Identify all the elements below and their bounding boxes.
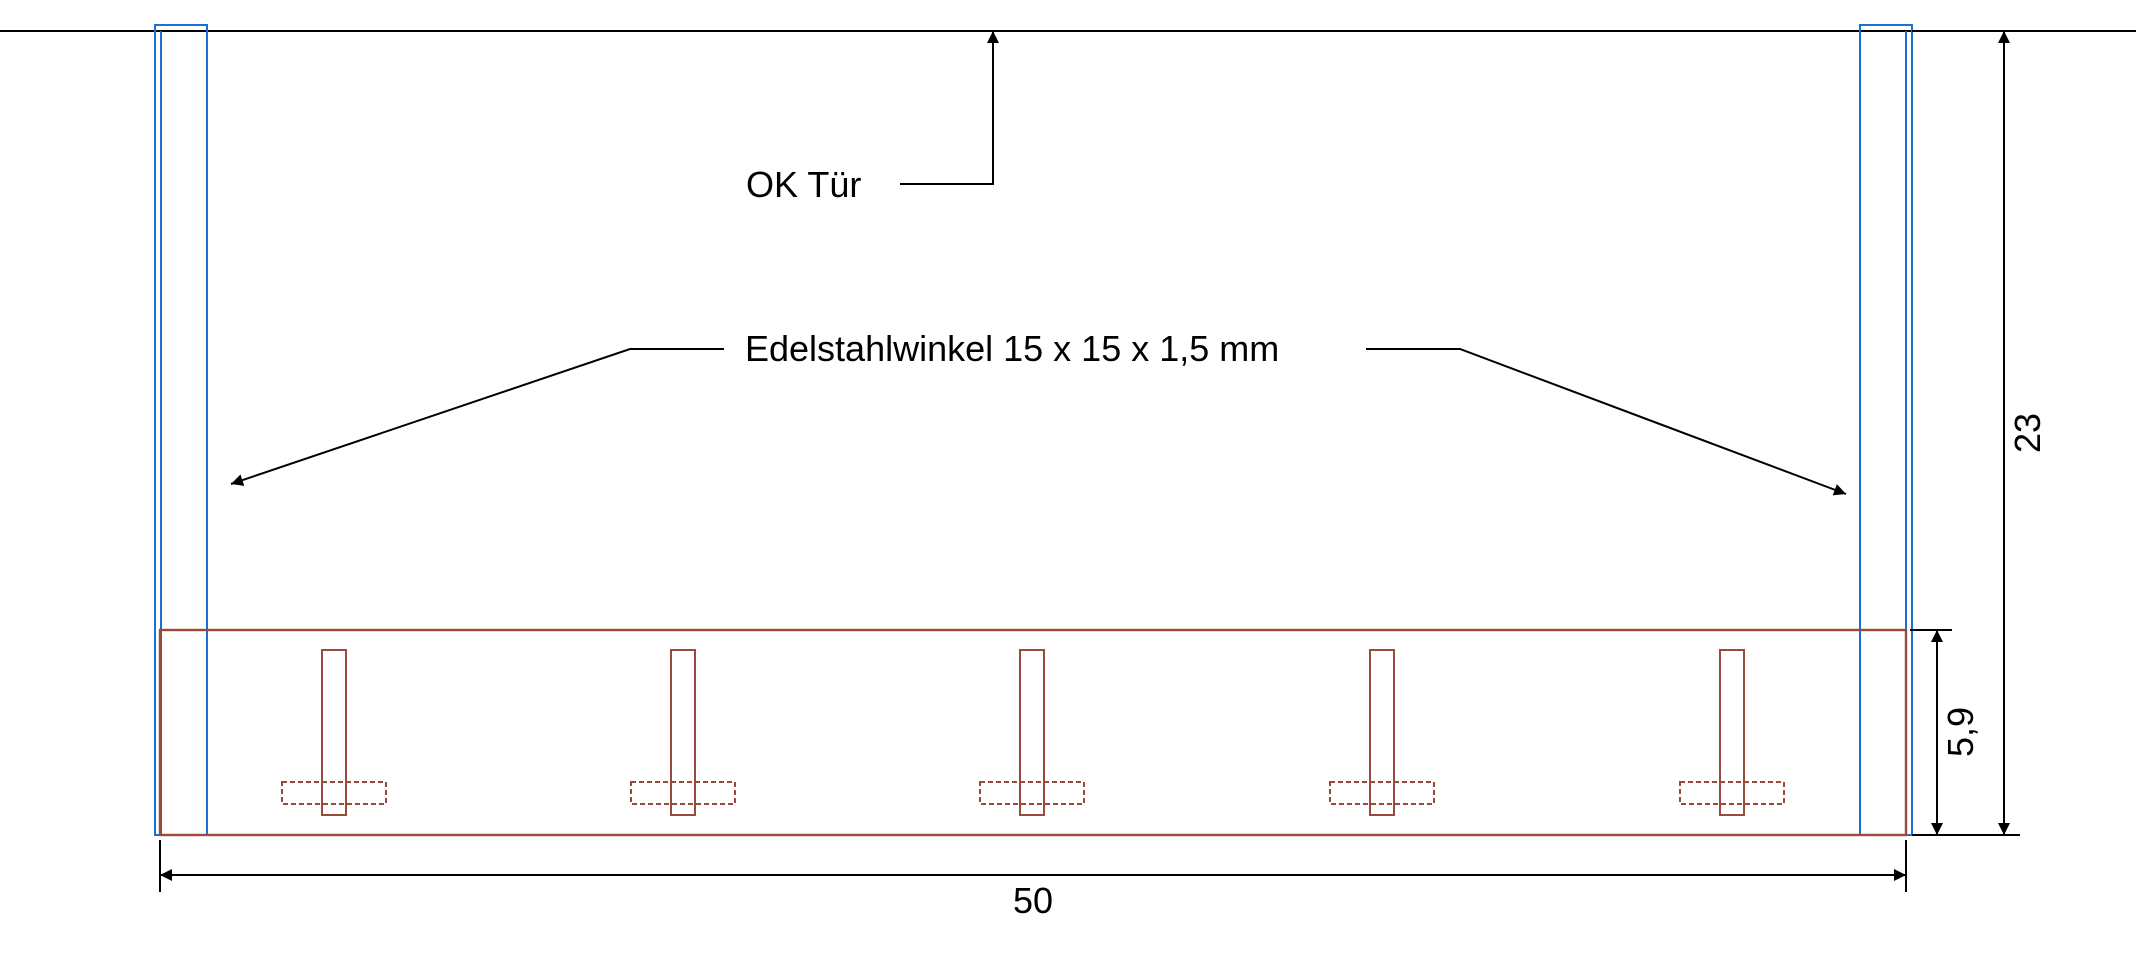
width-dimension-value: 50 bbox=[1013, 880, 1053, 921]
angle-leader-left bbox=[230, 348, 724, 486]
hook-5 bbox=[1679, 649, 1785, 816]
hook-rail bbox=[158, 628, 1908, 837]
angle-profile-label: Edelstahlwinkel 15 x 15 x 1,5 mm bbox=[745, 328, 1279, 369]
right-steel-angle bbox=[1859, 24, 1913, 836]
hook-1 bbox=[281, 649, 387, 816]
angle-leader-right bbox=[1366, 348, 1847, 496]
left-steel-angle bbox=[154, 24, 208, 836]
width-dimension bbox=[159, 840, 1907, 892]
rail-height-dimension bbox=[1910, 629, 1952, 835]
door-top-label: OK Tür bbox=[746, 164, 861, 205]
hook-2 bbox=[630, 649, 736, 816]
total-height-value: 23 bbox=[2007, 413, 2048, 453]
rail-height-value: 5,9 bbox=[1940, 707, 1981, 757]
hook-4 bbox=[1329, 649, 1435, 816]
door-top-leader bbox=[900, 31, 999, 185]
hook-3 bbox=[979, 649, 1085, 816]
total-height-dimension bbox=[1912, 30, 2020, 836]
